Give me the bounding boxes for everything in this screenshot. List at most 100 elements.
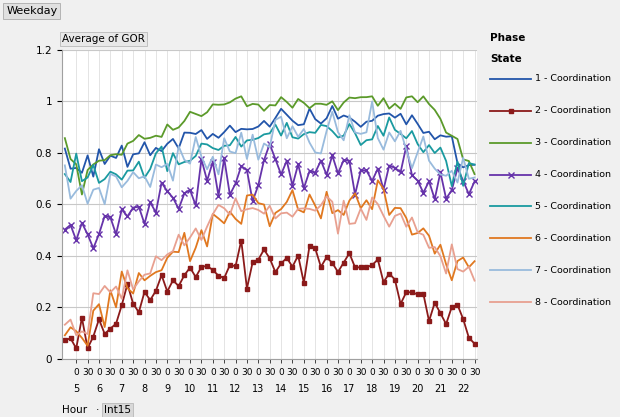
3 - Coordination [414, 100, 422, 105]
5 - Coordination [436, 145, 444, 150]
5 - Coordination [471, 162, 478, 167]
2 - Coordination [277, 261, 285, 266]
6 - Coordination [272, 211, 279, 216]
Text: State: State [490, 54, 522, 64]
6 - Coordination [374, 178, 381, 183]
8 - Coordination [61, 322, 69, 327]
1 - Coordination [443, 134, 450, 139]
Text: Hour: Hour [62, 405, 87, 415]
4 - Coordination [158, 180, 166, 185]
8 - Coordination [323, 194, 330, 199]
5 - Coordination [448, 183, 456, 188]
Text: 7: 7 [118, 384, 125, 394]
1 - Coordination [89, 174, 97, 179]
1 - Coordination [272, 116, 279, 121]
4 - Coordination [471, 179, 478, 184]
4 - Coordination [61, 227, 69, 232]
8 - Coordination [414, 230, 422, 235]
Text: Int15: Int15 [104, 405, 131, 415]
4 - Coordination [414, 178, 422, 183]
3 - Coordination [78, 192, 86, 197]
4 - Coordination [277, 172, 285, 177]
2 - Coordination [158, 273, 166, 278]
2 - Coordination [443, 322, 450, 327]
Text: 2 - Coordination: 2 - Coordination [536, 106, 611, 115]
8 - Coordination [425, 245, 433, 250]
6 - Coordination [203, 244, 211, 249]
Text: 11: 11 [206, 384, 219, 394]
Line: 3 - Coordination: 3 - Coordination [65, 96, 474, 194]
Text: 17: 17 [343, 384, 355, 394]
7 - Coordination [471, 175, 478, 180]
Text: 1 - Coordination: 1 - Coordination [536, 74, 611, 83]
6 - Coordination [61, 333, 69, 338]
3 - Coordination [471, 171, 478, 176]
2 - Coordination [61, 338, 69, 343]
3 - Coordination [158, 134, 166, 139]
3 - Coordination [443, 130, 450, 135]
5 - Coordination [386, 115, 393, 120]
7 - Coordination [203, 167, 211, 172]
Text: Phase: Phase [490, 33, 526, 43]
Text: 9: 9 [164, 384, 171, 394]
1 - Coordination [158, 148, 166, 153]
3 - Coordination [203, 110, 211, 115]
Text: Average of GOR: Average of GOR [62, 34, 145, 44]
1 - Coordination [61, 146, 69, 151]
5 - Coordination [420, 150, 427, 155]
7 - Coordination [414, 150, 422, 155]
Text: 16: 16 [321, 384, 333, 394]
6 - Coordination [414, 231, 422, 236]
5 - Coordination [198, 141, 205, 146]
Text: 7 - Coordination: 7 - Coordination [536, 266, 611, 275]
2 - Coordination [73, 346, 80, 351]
Text: 12: 12 [229, 384, 242, 394]
6 - Coordination [471, 259, 478, 264]
4 - Coordination [266, 141, 273, 146]
7 - Coordination [368, 99, 376, 104]
Text: ·: · [96, 405, 99, 415]
1 - Coordination [425, 129, 433, 134]
Text: 5: 5 [73, 384, 79, 394]
1 - Coordination [471, 162, 478, 167]
Line: 1 - Coordination: 1 - Coordination [65, 106, 474, 177]
8 - Coordination [203, 224, 211, 229]
8 - Coordination [471, 278, 478, 283]
Text: Weekday: Weekday [6, 6, 58, 16]
8 - Coordination [73, 333, 80, 338]
8 - Coordination [158, 258, 166, 263]
Text: 6 - Coordination: 6 - Coordination [536, 234, 611, 243]
8 - Coordination [443, 271, 450, 276]
Text: 19: 19 [389, 384, 401, 394]
3 - Coordination [61, 136, 69, 141]
Text: 8 - Coordination: 8 - Coordination [536, 298, 611, 306]
6 - Coordination [84, 343, 91, 348]
Line: 5 - Coordination: 5 - Coordination [65, 118, 474, 186]
8 - Coordination [272, 216, 279, 221]
2 - Coordination [414, 292, 422, 297]
Text: 10: 10 [184, 384, 196, 394]
Text: 21: 21 [434, 384, 446, 394]
Text: 20: 20 [412, 384, 424, 394]
7 - Coordination [158, 165, 166, 170]
6 - Coordination [443, 262, 450, 267]
5 - Coordination [152, 151, 159, 156]
7 - Coordination [272, 117, 279, 122]
Text: 22: 22 [457, 384, 469, 394]
Line: 2 - Coordination: 2 - Coordination [63, 239, 477, 350]
Text: 3 - Coordination: 3 - Coordination [536, 138, 611, 147]
1 - Coordination [203, 136, 211, 141]
7 - Coordination [443, 173, 450, 178]
4 - Coordination [443, 196, 450, 201]
2 - Coordination [237, 238, 245, 243]
Line: 8 - Coordination: 8 - Coordination [65, 196, 474, 335]
6 - Coordination [425, 233, 433, 238]
Text: 15: 15 [298, 384, 310, 394]
4 - Coordination [89, 246, 97, 251]
7 - Coordination [61, 163, 69, 168]
Text: 13: 13 [252, 384, 265, 394]
3 - Coordination [237, 94, 245, 99]
Line: 4 - Coordination: 4 - Coordination [62, 141, 477, 251]
Line: 6 - Coordination: 6 - Coordination [65, 180, 474, 346]
5 - Coordination [408, 128, 415, 133]
